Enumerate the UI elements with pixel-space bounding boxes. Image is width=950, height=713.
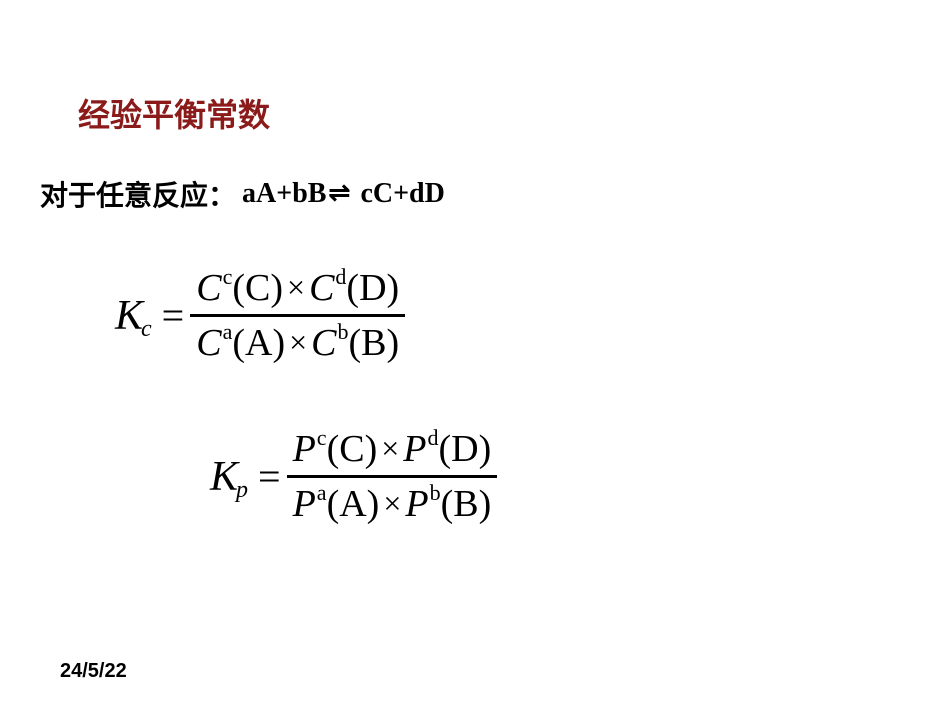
kc-num-term2: C d (D) bbox=[309, 266, 399, 310]
kc-num-term1: C c (C) bbox=[196, 266, 283, 310]
kp-fraction-line bbox=[287, 475, 498, 478]
reaction-right: cC+dD bbox=[360, 178, 444, 210]
kp-lhs: K p = bbox=[210, 453, 287, 501]
times-icon: × bbox=[289, 324, 307, 361]
times-icon: × bbox=[383, 485, 401, 522]
kc-formula: K c = C c (C) × C d (D) C bbox=[115, 264, 890, 367]
kc-num-sup2: d bbox=[335, 264, 346, 290]
kc-den-base2: C bbox=[311, 321, 336, 365]
kc-num-sup1: c bbox=[223, 264, 233, 290]
section-title: 经验平衡常数 bbox=[78, 90, 890, 136]
kp-den-species1: (A) bbox=[327, 482, 380, 526]
reaction-equation: aA+bB cC+dD bbox=[242, 178, 445, 210]
kc-den-base1: C bbox=[196, 321, 221, 365]
kp-den-term2: P b (B) bbox=[405, 482, 491, 526]
kp-numerator: P c (C) × P d (D) bbox=[287, 425, 498, 473]
kp-num-species1: (C) bbox=[327, 427, 378, 471]
kc-den-term1: C a (A) bbox=[196, 321, 285, 365]
kc-num-species1: (C) bbox=[232, 266, 283, 310]
kp-den-sup2: b bbox=[430, 480, 441, 506]
reaction-prefix: 对于任意反应： bbox=[40, 174, 236, 214]
kc-den-sup2: b bbox=[338, 319, 349, 345]
reaction-line: 对于任意反应： aA+bB cC+dD bbox=[40, 174, 890, 214]
kp-num-term2: P d (D) bbox=[403, 427, 491, 471]
kc-numerator: C c (C) × C d (D) bbox=[190, 264, 405, 312]
kc-letter: K bbox=[115, 292, 143, 340]
kp-den-term1: P a (A) bbox=[293, 482, 380, 526]
kp-num-species2: (D) bbox=[438, 427, 491, 471]
kp-num-term1: P c (C) bbox=[293, 427, 378, 471]
slide-container: 经验平衡常数 对于任意反应： aA+bB cC+dD K c = C c (C)… bbox=[0, 0, 950, 713]
kc-subscript: c bbox=[141, 316, 152, 343]
kc-den-species2: (B) bbox=[349, 321, 400, 365]
kp-subscript: p bbox=[236, 477, 248, 504]
kp-den-base1: P bbox=[293, 482, 316, 526]
kc-den-sup1: a bbox=[223, 319, 233, 345]
kp-num-base1: P bbox=[293, 427, 316, 471]
kc-num-base1: C bbox=[196, 266, 221, 310]
footer-date: 24/5/22 bbox=[60, 660, 127, 683]
kc-den-term2: C b (B) bbox=[311, 321, 399, 365]
kc-lhs: K c = bbox=[115, 292, 190, 340]
kp-num-sup1: c bbox=[317, 425, 327, 451]
kp-equals: = bbox=[258, 453, 281, 500]
kp-letter: K bbox=[210, 453, 238, 501]
kc-equals: = bbox=[162, 292, 185, 339]
times-icon: × bbox=[287, 269, 305, 306]
kc-num-species2: (D) bbox=[346, 266, 399, 310]
kp-den-species2: (B) bbox=[441, 482, 492, 526]
kc-num-base2: C bbox=[309, 266, 334, 310]
reaction-left: aA+bB bbox=[242, 178, 326, 210]
kp-denominator: P a (A) × P b (B) bbox=[287, 480, 498, 528]
kc-denominator: C a (A) × C b (B) bbox=[190, 319, 405, 367]
kp-num-base2: P bbox=[403, 427, 426, 471]
kp-fraction: P c (C) × P d (D) P a (A) × bbox=[287, 425, 498, 528]
kc-fraction-line bbox=[190, 314, 405, 317]
times-icon: × bbox=[381, 430, 399, 467]
kc-den-species1: (A) bbox=[232, 321, 285, 365]
kp-den-sup1: a bbox=[317, 480, 327, 506]
kp-num-sup2: d bbox=[427, 425, 438, 451]
kc-fraction: C c (C) × C d (D) C a (A) × bbox=[190, 264, 405, 367]
kp-den-base2: P bbox=[405, 482, 428, 526]
kp-formula: K p = P c (C) × P d (D) P bbox=[210, 425, 890, 528]
equilibrium-arrow-icon bbox=[328, 180, 358, 208]
